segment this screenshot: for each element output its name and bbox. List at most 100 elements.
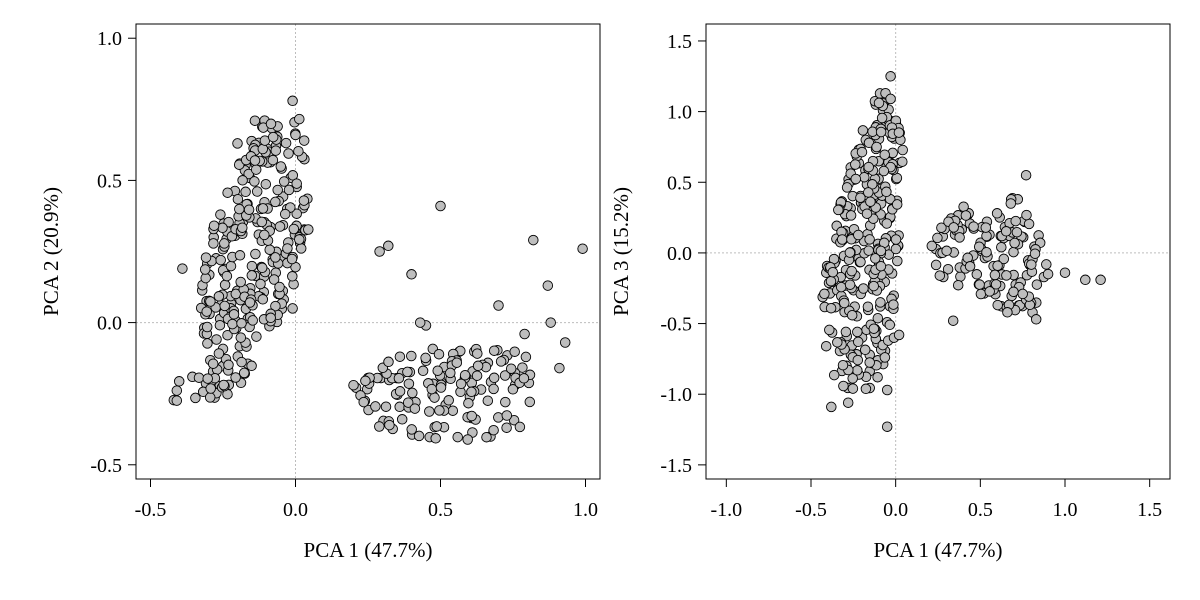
data-point [992, 260, 1003, 271]
scatter-panel-pca1-vs-pca3: -1.0 -0.5 0.0 0.5 1.0 1.5 -1.5 -1.0 -0.5 0.0 0.5 1.… [609, 23, 1171, 562]
data-point [833, 204, 844, 216]
data-point [868, 323, 880, 334]
data-point [964, 261, 976, 272]
data-point [251, 186, 263, 197]
data-point [488, 424, 499, 436]
x-tick-label: -1.0 [710, 499, 742, 521]
data-point [960, 210, 972, 221]
data-point [864, 234, 875, 245]
y-tick-label: -1.5 [660, 455, 692, 477]
data-point [227, 318, 238, 330]
data-point [936, 222, 947, 233]
data-point [246, 360, 257, 372]
data-point [272, 184, 283, 196]
data-point [348, 379, 359, 391]
data-point [270, 145, 282, 156]
data-point [214, 319, 226, 331]
data-point [1030, 314, 1042, 325]
data-point [190, 392, 201, 404]
data-point [426, 383, 438, 395]
data-point [845, 210, 857, 221]
data-point [495, 356, 507, 367]
data-point [991, 208, 1003, 219]
data-point [445, 367, 456, 379]
data-point [517, 362, 528, 373]
data-point [267, 154, 279, 166]
data-point [288, 223, 300, 235]
data-point [1005, 198, 1017, 209]
data-point [1041, 259, 1052, 270]
data-point [559, 337, 571, 348]
data-point [890, 243, 902, 255]
y-tick-label: 1.0 [667, 102, 692, 124]
data-point [840, 326, 852, 338]
data-point [240, 186, 251, 198]
data-point [235, 332, 247, 343]
data-point [250, 164, 262, 175]
data-point [968, 221, 979, 232]
data-point [270, 196, 281, 208]
data-point [952, 279, 964, 291]
data-point [249, 155, 261, 166]
data-point [274, 281, 285, 293]
data-point [201, 321, 213, 333]
data-point [452, 431, 463, 443]
data-point [238, 367, 250, 379]
data-point [1002, 307, 1013, 318]
data-point [875, 260, 887, 272]
data-point [413, 430, 425, 442]
data-point [298, 135, 310, 146]
data-point [394, 386, 406, 397]
data-point [865, 196, 876, 207]
data-point [193, 372, 205, 383]
data-point [249, 176, 260, 187]
data-point [265, 118, 277, 130]
data-point [406, 269, 417, 280]
y-tick-label: 0.0 [97, 313, 122, 335]
data-point [260, 178, 272, 190]
data-point [1020, 169, 1032, 181]
data-point [514, 421, 526, 433]
data-point [236, 318, 247, 329]
data-point [215, 209, 226, 220]
data-point [417, 365, 429, 377]
data-point [980, 222, 992, 233]
data-point [243, 204, 255, 215]
y-tick-label: -0.5 [660, 314, 692, 336]
data-point [820, 340, 832, 352]
data-point [283, 148, 294, 159]
data-point [984, 286, 995, 297]
data-point [499, 370, 511, 381]
data-point [852, 354, 864, 366]
data-point [839, 297, 850, 309]
data-point [941, 245, 952, 257]
data-point [407, 387, 418, 399]
data-point [934, 270, 946, 281]
data-point [825, 302, 837, 314]
data-point [892, 255, 903, 267]
data-point [303, 224, 314, 235]
x-axis-title: PCA 1 (47.7%) [304, 538, 433, 562]
data-point [857, 125, 869, 136]
data-point [383, 356, 394, 368]
data-point [971, 269, 983, 280]
data-point [455, 378, 467, 390]
data-point [868, 280, 879, 292]
data-point [280, 137, 292, 149]
data-point [863, 245, 874, 256]
data-point [1011, 226, 1023, 238]
data-point [236, 356, 247, 368]
data-point [406, 424, 417, 435]
data-point [433, 348, 445, 360]
data-point [847, 373, 858, 384]
data-point [463, 397, 474, 409]
data-point [493, 300, 504, 311]
data-point [481, 431, 492, 443]
data-point [501, 422, 512, 433]
data-point [393, 372, 405, 384]
data-point [893, 329, 905, 341]
data-point [409, 403, 421, 414]
data-point [844, 279, 856, 290]
data-point [528, 234, 539, 246]
